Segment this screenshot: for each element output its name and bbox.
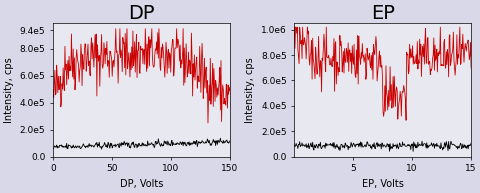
X-axis label: DP, Volts: DP, Volts <box>120 179 163 189</box>
Y-axis label: Intensity, cps: Intensity, cps <box>4 57 14 123</box>
Y-axis label: Intensity, cps: Intensity, cps <box>245 57 255 123</box>
Title: EP: EP <box>370 4 394 23</box>
X-axis label: EP, Volts: EP, Volts <box>361 179 403 189</box>
Title: DP: DP <box>128 4 155 23</box>
